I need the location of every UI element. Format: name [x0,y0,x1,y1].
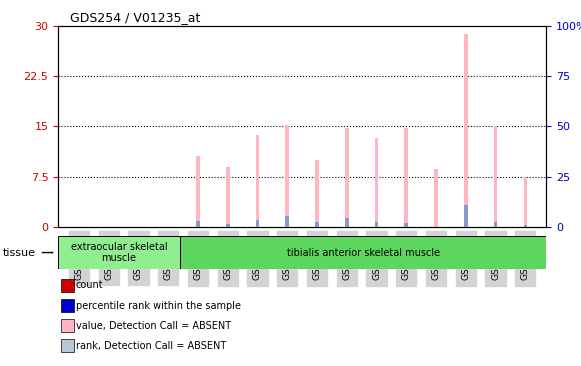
Bar [464,205,468,227]
Bar [180,236,546,269]
Bar [464,34,468,227]
Text: value, Detection Call = ABSENT: value, Detection Call = ABSENT [76,321,231,331]
Bar [196,221,200,227]
Text: percentile rank within the sample: percentile rank within the sample [76,300,241,311]
Bar [345,218,349,227]
Bar [345,128,349,227]
Bar [404,128,408,227]
Bar [523,177,527,227]
Bar [256,220,259,227]
Bar [285,125,289,227]
Bar [523,225,527,227]
Bar [494,222,497,227]
Bar [375,222,378,227]
Bar [315,160,319,227]
Bar [404,223,408,227]
Text: count: count [76,280,103,291]
Bar [58,236,180,269]
Bar [196,157,200,227]
Bar [226,224,229,227]
Text: extraocular skeletal
muscle: extraocular skeletal muscle [71,242,167,264]
Text: tibialis anterior skeletal muscle: tibialis anterior skeletal muscle [286,247,440,258]
Bar [226,167,229,227]
Text: GDS254 / V01235_at: GDS254 / V01235_at [70,11,200,24]
Bar [315,222,319,227]
Text: rank, Detection Call = ABSENT: rank, Detection Call = ABSENT [76,341,226,351]
Bar [494,126,497,227]
Bar [375,138,378,227]
Bar [285,216,289,227]
Text: tissue: tissue [3,247,36,258]
Bar [434,168,438,227]
Bar [256,135,259,227]
